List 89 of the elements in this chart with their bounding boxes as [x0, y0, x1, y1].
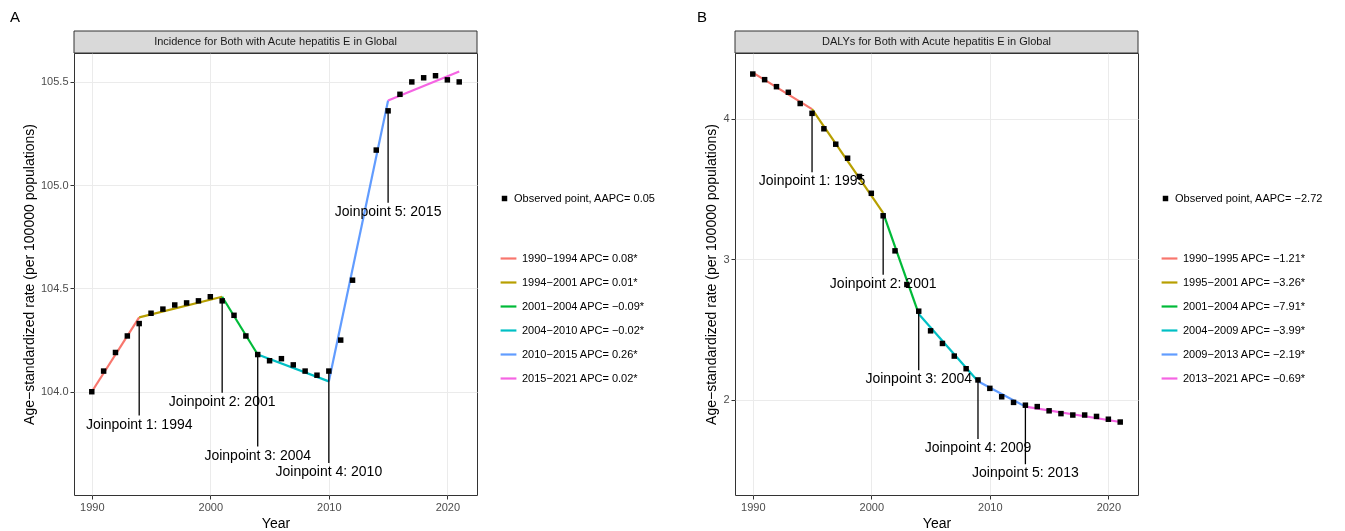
x-tick-label: 2010 — [978, 500, 1003, 513]
point — [987, 385, 993, 392]
point — [136, 320, 142, 327]
point — [172, 302, 178, 308]
y-tick-label: 4 — [723, 112, 730, 125]
point — [880, 213, 886, 219]
point — [797, 100, 803, 107]
legend-label: 2001−2004 APC= −7.91* — [1183, 299, 1306, 312]
x-axis-title: Year — [261, 514, 291, 531]
point — [385, 108, 391, 114]
point — [219, 298, 225, 304]
annotation: Joinpoint 5: 2013 — [972, 464, 1079, 481]
point — [337, 337, 344, 343]
annotation: Joinpoint 4: 2010 — [275, 463, 383, 480]
annotation: Joinpoint 3: 2004 — [204, 446, 312, 463]
point — [456, 79, 462, 85]
point — [998, 394, 1005, 400]
point — [1022, 402, 1029, 408]
point — [1105, 416, 1112, 422]
legend-label: 2001−2004 APC= −0.09* — [522, 299, 645, 312]
point — [1070, 412, 1076, 418]
point — [148, 310, 154, 316]
point — [290, 362, 297, 368]
point — [302, 368, 308, 374]
x-tick-label: 2000 — [859, 500, 885, 513]
legend-label: 2004−2010 APC= −0.02* — [522, 323, 645, 336]
legend-label: 1995−2001 APC= −3.26* — [1183, 275, 1306, 288]
point — [444, 77, 451, 83]
annotation: Joinpoint 3: 2004 — [865, 370, 973, 387]
legend-label: 2013−2021 APC= −0.69* — [1183, 371, 1306, 384]
point — [314, 372, 320, 378]
point — [100, 368, 107, 374]
point — [243, 333, 249, 339]
point — [750, 71, 756, 77]
x-tick-label: 1990 — [80, 500, 105, 513]
y-axis-title: Age−standardized rate (per 100000 populations) — [703, 124, 720, 425]
legend-label: 2004−2009 APC= −3.99* — [1183, 323, 1306, 336]
legend-label: 2010−2015 APC= 0.26* — [522, 347, 639, 360]
legend-label: Observed point, AAPC= −2.72 — [1175, 191, 1323, 204]
point — [349, 277, 356, 283]
point — [915, 308, 922, 314]
legend-label: 1990−1994 APC= 0.08* — [522, 251, 639, 264]
point — [160, 306, 166, 312]
x-tick-label: 2010 — [317, 500, 342, 513]
x-axis-title: Year — [922, 514, 952, 531]
point — [1117, 419, 1123, 425]
point — [809, 110, 815, 117]
point — [963, 365, 969, 372]
y-tick-label: 104.5 — [40, 281, 69, 294]
chart-title: Incidence for Both with Acute hepatitis E in Global — [154, 35, 397, 47]
x-tick-label: 2020 — [435, 500, 461, 513]
point — [975, 377, 981, 383]
point — [833, 141, 839, 147]
point — [124, 333, 131, 339]
legend-label: 2009−2013 APC= −2.19* — [1183, 347, 1306, 360]
legend-label: 1994−2001 APC= 0.01* — [522, 275, 639, 288]
legend-label: Observed point, AAPC= 0.05 — [514, 191, 655, 204]
y-tick-label: 3 — [723, 252, 730, 265]
point — [420, 75, 427, 81]
point — [892, 248, 898, 254]
x-tick-label: 1990 — [741, 500, 766, 513]
point — [89, 388, 95, 395]
text: B — [697, 8, 708, 25]
point — [844, 155, 851, 161]
x-tick-label: 2000 — [198, 500, 224, 513]
y-tick-label: 104.0 — [40, 385, 69, 398]
legend-label: 2015−2021 APC= 0.02* — [522, 371, 639, 384]
y-axis-title: Age−standardized rate (per 100000 populations) — [20, 124, 37, 425]
text: A — [10, 8, 21, 25]
point — [1046, 408, 1052, 414]
x-tick-label: 2020 — [1096, 500, 1122, 513]
chart-title: DALYs for Both with Acute hepatitis E in Global — [821, 35, 1052, 47]
annotation: Joinpoint 1: 1994 — [85, 415, 193, 432]
point — [927, 328, 934, 334]
y-tick-label: 105.5 — [40, 75, 69, 88]
point — [183, 300, 190, 306]
point — [821, 126, 827, 132]
legend-label: 1990−1995 APC= −1.21* — [1183, 251, 1306, 264]
point — [326, 368, 332, 374]
point — [1058, 410, 1064, 417]
point — [397, 91, 403, 98]
point — [409, 79, 415, 85]
y-tick-label: 2 — [723, 393, 730, 406]
point — [373, 147, 379, 153]
point — [1081, 412, 1088, 418]
point — [195, 298, 202, 304]
y-tick-label: 105.0 — [40, 178, 69, 191]
point — [951, 353, 958, 359]
point — [231, 312, 237, 319]
